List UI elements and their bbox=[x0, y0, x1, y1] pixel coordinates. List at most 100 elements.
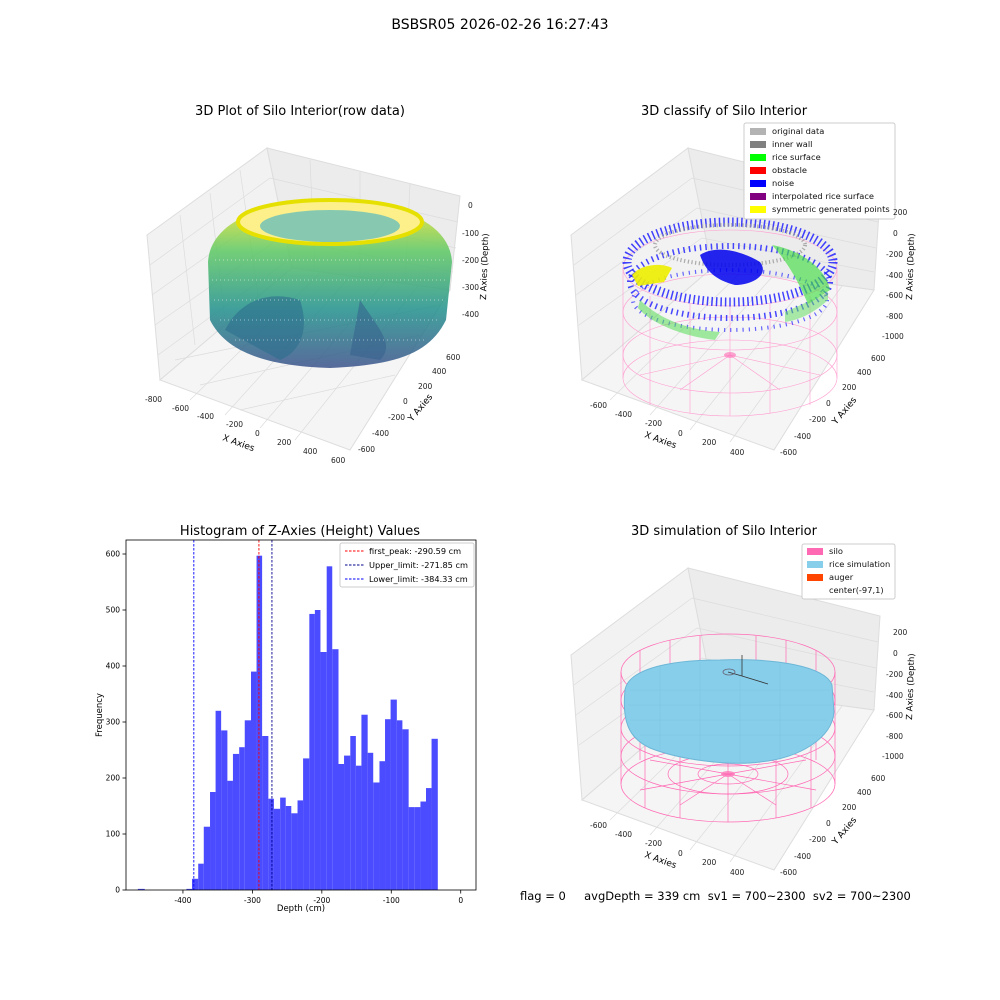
classify-ytick: 0 bbox=[826, 399, 831, 408]
raw-ytick: 600 bbox=[446, 353, 461, 362]
classify-ytick: -400 bbox=[794, 432, 811, 441]
histogram-bar bbox=[210, 792, 216, 890]
histogram-bar bbox=[408, 807, 415, 890]
raw-ztick: -300 bbox=[462, 283, 479, 292]
classify-ztick: 0 bbox=[893, 229, 898, 238]
legend-swatch-symmetric bbox=[750, 206, 766, 213]
simulation-ytick: 200 bbox=[842, 803, 857, 812]
raw-plot-title: 3D Plot of Silo Interior(row data) bbox=[195, 104, 405, 119]
legend-swatch-auger bbox=[807, 574, 823, 581]
simulation-ztick: -600 bbox=[886, 711, 903, 720]
classify-y-ticks: -600 -400 -200 0 200 400 600 bbox=[780, 354, 886, 457]
simulation-ytick: 0 bbox=[826, 819, 831, 828]
raw-ytick: 200 bbox=[418, 382, 433, 391]
histogram-bar bbox=[420, 801, 426, 890]
histogram-bar bbox=[344, 755, 351, 890]
simulation-ytick: -200 bbox=[809, 835, 826, 844]
raw-ztick: -100 bbox=[462, 229, 479, 238]
simulation-xtick: -400 bbox=[615, 830, 632, 839]
histogram-bar bbox=[402, 729, 409, 890]
simulation-ztick: -1000 bbox=[882, 752, 904, 761]
histogram-bar bbox=[426, 788, 432, 890]
classify-x-ticks: -600 -400 -200 0 200 400 bbox=[590, 401, 745, 457]
simulation-z-label: Z Axies (Depth) bbox=[905, 653, 917, 720]
raw-y-ticks: -600 -400 -200 0 200 400 600 bbox=[358, 353, 461, 454]
classify-ytick: -200 bbox=[809, 415, 826, 424]
histogram-bar bbox=[390, 699, 397, 890]
histogram-x-ticks: -400 -300 -200 -100 0 bbox=[174, 890, 463, 905]
raw-xtick: -600 bbox=[172, 404, 189, 413]
histogram-bar bbox=[198, 863, 204, 890]
histogram-x-label: Depth (cm) bbox=[277, 904, 325, 914]
raw-xtick: -400 bbox=[197, 412, 214, 421]
histogram-x-tick-label: -100 bbox=[383, 896, 400, 905]
histogram-y-tick-label: 400 bbox=[106, 662, 121, 671]
simulation-y-label: Y Axies bbox=[830, 815, 859, 847]
classify-ztick: -1000 bbox=[882, 332, 904, 341]
legend-label-rice-surface: rice surface bbox=[772, 152, 821, 162]
histogram-y-tick-label: 300 bbox=[106, 718, 121, 727]
histogram-title: Histogram of Z-Axies (Height) Values bbox=[179, 524, 421, 539]
histogram-legend: first_peak: -290.59 cm Upper_limit: -271… bbox=[339, 542, 475, 588]
simulation-ztick: -400 bbox=[886, 691, 903, 700]
histogram-bar bbox=[273, 808, 281, 890]
classify-ztick: -600 bbox=[886, 291, 903, 300]
classify-ztick: -400 bbox=[886, 271, 903, 280]
histogram-x-tick-label: 0 bbox=[458, 896, 463, 905]
classify-ytick: 400 bbox=[857, 368, 872, 377]
legend-label-original: original data bbox=[772, 126, 824, 136]
histogram-bar bbox=[355, 765, 362, 890]
histogram-bar bbox=[239, 747, 245, 890]
histogram-bar bbox=[338, 764, 345, 890]
silo-bottom-center bbox=[724, 352, 736, 358]
legend-swatch-rice-surface bbox=[750, 154, 766, 161]
raw-xtick: 600 bbox=[331, 456, 346, 465]
silo-floor-center bbox=[721, 771, 735, 777]
raw-xtick: 0 bbox=[255, 429, 260, 438]
histogram-y-tick-label: 100 bbox=[106, 830, 121, 839]
legend-label-obstacle: obstacle bbox=[772, 165, 807, 175]
raw-ztick: 0 bbox=[468, 201, 473, 210]
legend-swatch-rice-simulation bbox=[807, 561, 823, 568]
simulation-ytick: 400 bbox=[857, 788, 872, 797]
histogram-frame bbox=[125, 539, 477, 891]
histogram-bar bbox=[221, 730, 228, 890]
histogram-bar bbox=[215, 710, 222, 890]
simulation-ytick: 600 bbox=[871, 774, 886, 783]
histogram-bar bbox=[191, 878, 199, 890]
legend-label-rice-simulation: rice simulation bbox=[829, 559, 890, 569]
histogram-y-label: Frequency bbox=[95, 693, 105, 737]
simulation-ztick: 200 bbox=[893, 628, 908, 637]
legend-label-center: center(-97,1) bbox=[829, 585, 884, 595]
classify-ztick: -200 bbox=[886, 250, 903, 259]
legend-label-first-peak: first_peak: -290.59 cm bbox=[369, 546, 461, 556]
legend-label-inner-wall: inner wall bbox=[772, 139, 812, 149]
classify-xtick: 200 bbox=[702, 438, 717, 447]
classify-ytick: 200 bbox=[842, 383, 857, 392]
legend-label-upper-limit: Upper_limit: -271.85 cm bbox=[369, 560, 468, 570]
histogram-bar bbox=[320, 652, 327, 890]
histogram-bar bbox=[396, 720, 403, 890]
classify-xtick: 0 bbox=[678, 429, 683, 438]
histogram-x-tick-label: -200 bbox=[313, 896, 330, 905]
simulation-xtick: -600 bbox=[590, 821, 607, 830]
histogram-x-tick-label: -300 bbox=[244, 896, 261, 905]
simulation-legend: silo rice simulation auger center(-97,1) bbox=[801, 543, 896, 600]
legend-swatch-obstacle bbox=[750, 167, 766, 174]
raw-point-cloud bbox=[208, 198, 452, 368]
legend-label-symmetric: symmetric generated points bbox=[772, 204, 890, 214]
histogram-bar bbox=[262, 736, 269, 890]
classified-point-cloud bbox=[622, 217, 838, 340]
histogram-bar bbox=[227, 780, 233, 890]
simulation-y-ticks: -600 -400 -200 0 200 400 600 bbox=[780, 774, 886, 877]
histogram-bar bbox=[251, 671, 257, 890]
classify-z-label: Z Axies (Depth) bbox=[905, 233, 917, 300]
classify-xtick: -400 bbox=[615, 410, 632, 419]
raw-ytick: -200 bbox=[388, 413, 405, 422]
legend-label-lower-limit: Lower_limit: -384.33 cm bbox=[369, 574, 468, 584]
histogram-bar bbox=[303, 758, 310, 890]
histogram-plot-area bbox=[137, 540, 438, 890]
legend-swatch-silo bbox=[807, 548, 823, 555]
histogram-bar bbox=[350, 736, 356, 890]
